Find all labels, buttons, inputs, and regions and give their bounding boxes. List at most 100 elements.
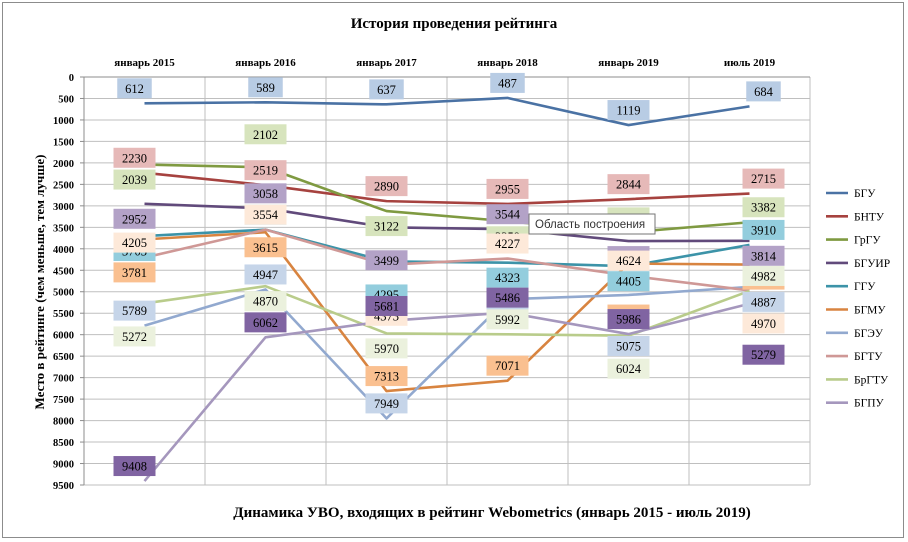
data-label-БГПУ: 9408 bbox=[113, 456, 156, 477]
data-label-box bbox=[486, 267, 529, 288]
data-label-ГрГУ: 3382 bbox=[742, 197, 785, 218]
data-label-value: 7313 bbox=[374, 370, 399, 384]
legend-label: БГЭУ bbox=[854, 328, 884, 340]
y-tick-label: 500 bbox=[58, 94, 74, 105]
x-tick-label: январь 2016 bbox=[235, 57, 296, 69]
data-label-box bbox=[490, 72, 525, 93]
data-label-БГТУ: 4970 bbox=[742, 313, 785, 334]
legend-item-ГГУ: ГГУ bbox=[826, 281, 876, 293]
data-label-box bbox=[365, 295, 408, 316]
data-label-БГУИР: 3499 bbox=[365, 250, 408, 271]
data-label-value: 2955 bbox=[495, 182, 520, 196]
data-label-value: 684 bbox=[754, 85, 774, 99]
data-label-БГТУ: 4205 bbox=[113, 232, 156, 253]
data-label-ГрГУ: 3122 bbox=[365, 216, 408, 237]
data-label-value: 7071 bbox=[495, 359, 520, 373]
data-label-БГЭУ: 4887 bbox=[742, 291, 785, 312]
data-label-value: 5272 bbox=[122, 330, 147, 344]
data-label-value: 7949 bbox=[374, 397, 399, 411]
data-label-value: 3122 bbox=[374, 220, 399, 234]
x-tick-label: январь 2018 bbox=[477, 57, 538, 69]
data-label-box bbox=[365, 338, 408, 359]
data-label-value: 2039 bbox=[122, 173, 147, 187]
data-label-value: 5681 bbox=[374, 299, 399, 313]
data-label-value: 4624 bbox=[616, 254, 642, 268]
y-tick-label: 9500 bbox=[53, 481, 74, 492]
data-label-box bbox=[244, 291, 287, 312]
axes: 0 500 1000 1500 2000 2500 3000 3500 4000 4500 5000… bbox=[53, 57, 810, 492]
data-label-БГТУ: 3554 bbox=[244, 204, 287, 225]
data-label-box bbox=[365, 366, 408, 387]
data-label-value: 6062 bbox=[253, 316, 278, 330]
data-label-value: 589 bbox=[256, 81, 275, 95]
data-label-БрГТУ: 5272 bbox=[113, 326, 156, 347]
data-label-БГУИР: 3814 bbox=[742, 245, 785, 266]
data-label-БГУ: 487 bbox=[490, 72, 525, 93]
data-label-value: 4323 bbox=[495, 271, 520, 285]
data-label-БрГТУ: 6024 bbox=[607, 358, 650, 379]
data-label-box bbox=[607, 335, 650, 356]
data-label-box bbox=[117, 78, 152, 99]
data-label-value: 3910 bbox=[751, 223, 776, 237]
data-label-box bbox=[742, 197, 785, 218]
data-label-value: 4970 bbox=[751, 317, 776, 331]
y-tick-label: 5500 bbox=[53, 309, 74, 320]
data-label-БГЭУ: 5075 bbox=[607, 335, 650, 356]
data-label-box bbox=[486, 287, 529, 308]
y-tick-label: 2000 bbox=[53, 159, 74, 170]
data-label-box bbox=[742, 219, 785, 240]
data-label-value: 3544 bbox=[495, 208, 521, 222]
data-label-БНТУ: 2890 bbox=[365, 176, 408, 197]
data-label-box bbox=[113, 300, 156, 321]
data-label-box bbox=[244, 204, 287, 225]
y-tick-label: 8500 bbox=[53, 438, 74, 449]
data-label-box bbox=[113, 147, 156, 168]
data-label-box bbox=[607, 250, 650, 271]
data-label-box bbox=[742, 168, 785, 189]
data-label-box bbox=[365, 216, 408, 237]
data-label-БГУ: 1119 bbox=[607, 100, 650, 121]
data-labels: 612 589 637 487 1119 684 2230 2519 2890 2955 2844 2… bbox=[113, 72, 785, 477]
data-label-value: 6024 bbox=[616, 362, 642, 376]
data-label-box bbox=[607, 271, 650, 292]
data-label-ГГУ: 3910 bbox=[742, 219, 785, 240]
data-label-БГПУ: 5681 bbox=[365, 295, 408, 316]
data-label-value: 4405 bbox=[616, 275, 641, 289]
legend-item-БГУ: БГУ bbox=[826, 188, 876, 200]
data-label-value: 5486 bbox=[495, 291, 520, 305]
legend-item-БГТУ: БГТУ bbox=[826, 351, 883, 363]
data-label-БГУИР: 2952 bbox=[113, 208, 156, 229]
data-label-box bbox=[244, 183, 287, 204]
data-label-box bbox=[486, 309, 529, 330]
data-label-value: 3382 bbox=[751, 201, 776, 215]
data-label-box bbox=[113, 169, 156, 190]
data-label-value: 3499 bbox=[374, 254, 399, 268]
data-label-value: 3781 bbox=[122, 266, 147, 280]
data-label-БГУ: 612 bbox=[117, 78, 152, 99]
data-label-value: 2715 bbox=[751, 172, 776, 186]
legend-label: БНТУ bbox=[854, 211, 885, 223]
data-label-box bbox=[607, 100, 650, 121]
data-label-box bbox=[113, 326, 156, 347]
y-tick-label: 3500 bbox=[53, 223, 74, 234]
legend-label: ГГУ bbox=[854, 281, 876, 293]
data-label-box bbox=[742, 265, 785, 286]
data-label-box bbox=[486, 355, 529, 376]
plot-area-tooltip: Область построения bbox=[528, 213, 656, 235]
y-tick-label: 1500 bbox=[53, 137, 74, 148]
data-label-value: 4227 bbox=[495, 237, 520, 251]
data-label-БГПУ: 5279 bbox=[742, 344, 785, 365]
data-label-box bbox=[742, 313, 785, 334]
data-label-БНТУ: 2715 bbox=[742, 168, 785, 189]
y-tick-label: 7000 bbox=[53, 374, 74, 385]
legend-label: БГПУ bbox=[854, 398, 885, 410]
legend-label: БрГТУ bbox=[854, 374, 889, 386]
y-tick-label: 3000 bbox=[53, 202, 74, 213]
data-label-box bbox=[742, 344, 785, 365]
data-label-value: 3814 bbox=[751, 249, 777, 263]
legend: БГУ БНТУ ГрГУ БГУИР ГГУ БГМУ БГЭУ БГТУ БрГТУ БГПУ bbox=[826, 188, 890, 410]
data-label-box bbox=[244, 312, 287, 333]
data-label-box bbox=[369, 79, 404, 100]
data-label-box bbox=[113, 232, 156, 253]
data-label-БГУ: 637 bbox=[369, 79, 404, 100]
